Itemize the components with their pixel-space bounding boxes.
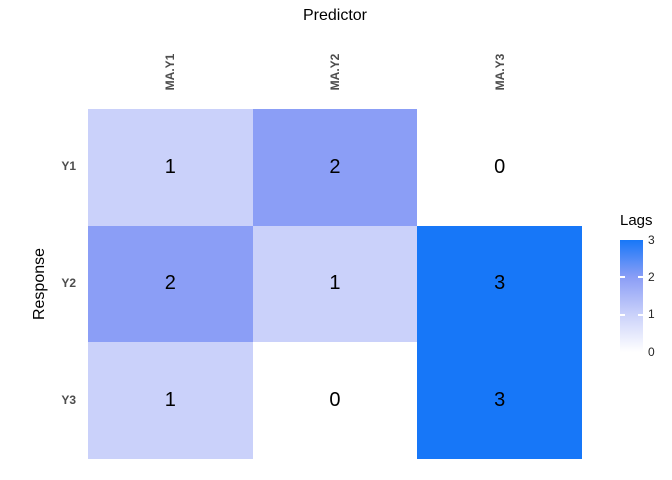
y-tick-label: Y3 <box>61 393 76 407</box>
heatmap-cell: 0 <box>252 342 418 459</box>
heatmap-cell: 1 <box>88 109 253 226</box>
heatmap-cell: 1 <box>252 225 418 343</box>
legend-tick-label: 2 <box>648 270 655 284</box>
heatmap-cell: 3 <box>417 342 582 459</box>
legend-tick-mark <box>638 314 643 316</box>
legend-tick-mark <box>620 276 625 278</box>
x-tick-label: MA.Y3 <box>493 53 507 91</box>
legend-tick-label: 3 <box>648 233 655 247</box>
heatmap-cell: 3 <box>417 225 582 343</box>
heatmap-cell: 0 <box>417 109 582 226</box>
legend-gradient <box>620 240 643 352</box>
legend-title: Lags <box>620 212 653 229</box>
x-axis-title: Predictor <box>302 7 368 24</box>
heatmap-cell: 1 <box>88 342 253 459</box>
legend-tick-label: 1 <box>648 307 655 321</box>
heatmap-cell: 2 <box>252 109 418 226</box>
y-tick-label: Y1 <box>61 159 76 173</box>
heatmap-cell: 2 <box>88 225 253 343</box>
legend-tick-label: 0 <box>648 345 655 359</box>
legend-tick-mark <box>638 276 643 278</box>
heatmap-panel: 1 2 0 2 1 3 1 0 3 <box>88 109 582 459</box>
x-tick-label: MA.Y1 <box>163 53 177 91</box>
y-tick-label: Y2 <box>61 276 76 290</box>
legend-tick-mark <box>620 314 625 316</box>
x-tick-label: MA.Y2 <box>328 53 342 91</box>
